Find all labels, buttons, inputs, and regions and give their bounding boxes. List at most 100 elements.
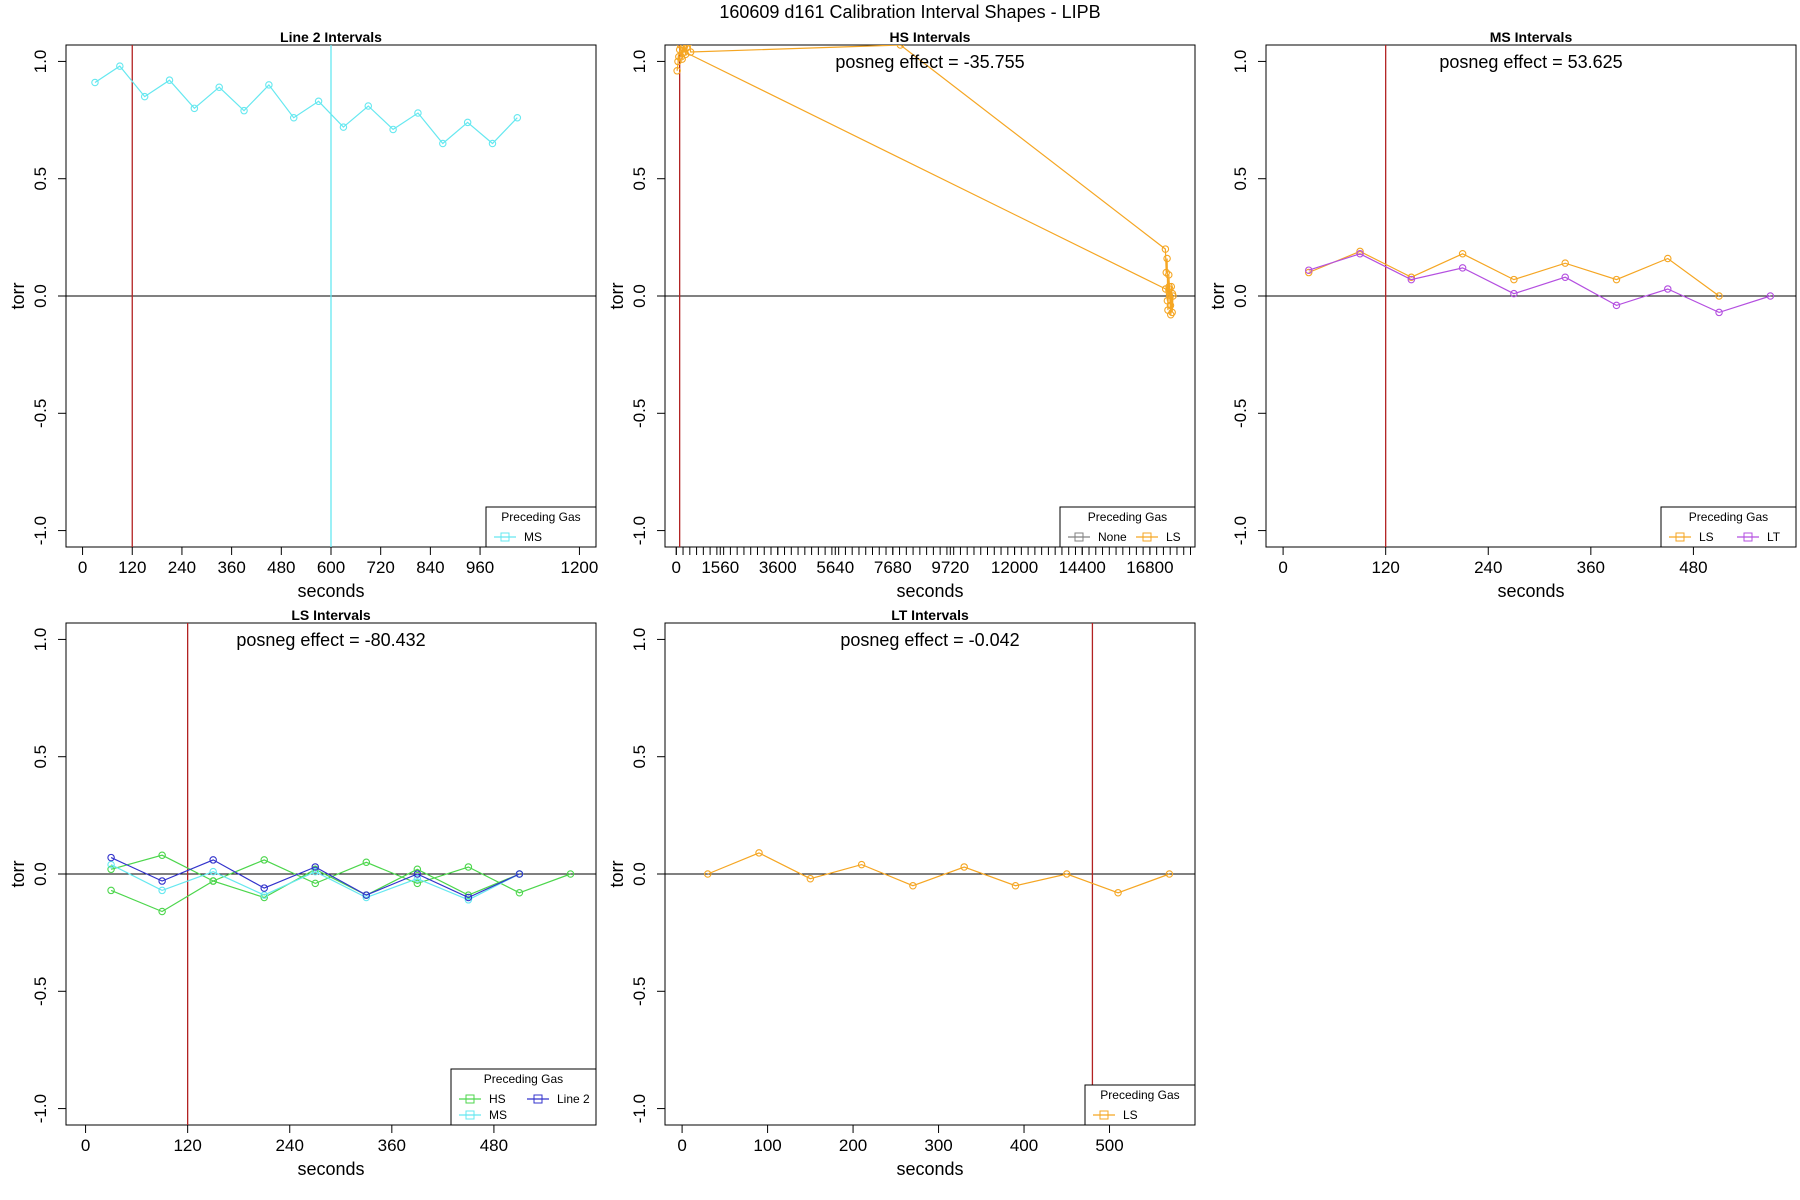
figure-title: 160609 d161 Calibration Interval Shapes …: [719, 2, 1100, 22]
data-point: [680, 48, 689, 56]
x-tick-label: 12000: [991, 558, 1038, 577]
series-line: [707, 852, 1170, 894]
data-point: [488, 139, 497, 148]
data-point: [158, 886, 166, 895]
legend: Preceding Gas LS: [1084, 1084, 1196, 1126]
legend-swatch-marker: [1675, 532, 1685, 542]
data-point: [566, 870, 575, 878]
data-point: [289, 113, 298, 122]
legend-entry: Line 2: [557, 1092, 590, 1106]
y-tick-label: 0.0: [1231, 284, 1250, 308]
y-tick-label: 0.0: [31, 284, 50, 308]
legend: Preceding Gas LS LT: [1660, 506, 1797, 548]
x-tick-label: 600: [317, 558, 345, 577]
x-tick-label: 300: [924, 1136, 952, 1155]
plot-area: [1266, 45, 1796, 547]
data-point: [1664, 254, 1672, 263]
data-point: [1165, 870, 1174, 878]
legend-box: [1084, 1084, 1196, 1126]
panel-3: MS Intervals 0 120 240 360 480 -1.0 -0.5 0.0 0.5 1…: [1208, 29, 1797, 601]
data-point: [314, 97, 323, 106]
data-point: [209, 867, 217, 876]
x-tick-label: 120: [118, 558, 146, 577]
y-tick-label: 0.5: [630, 167, 649, 191]
x-tick-label: 7680: [874, 558, 912, 577]
data-point: [413, 879, 422, 888]
data-point: [311, 863, 320, 871]
data-point: [311, 879, 320, 888]
data-point: [1510, 289, 1518, 298]
data-point: [1165, 282, 1173, 291]
legend-swatch-marker: [1142, 532, 1152, 542]
x-tick-label: 1560: [701, 558, 739, 577]
data-point: [806, 874, 815, 883]
posneg-annotation: posneg effect = -35.755: [835, 52, 1024, 72]
data-point: [265, 81, 273, 89]
series-line: [1308, 253, 1771, 314]
legend-box: [450, 1068, 597, 1126]
series-line: [110, 854, 571, 894]
data-point: [676, 45, 685, 49]
data-point: [1510, 275, 1518, 284]
data-point: [1163, 296, 1172, 305]
data-point: [215, 83, 223, 91]
data-point: [1561, 259, 1569, 267]
data-point: [857, 860, 866, 869]
data-point: [1304, 266, 1313, 274]
x-tick-label: 480: [1679, 558, 1707, 577]
data-point: [107, 886, 115, 895]
y-tick-label: 0.5: [1231, 167, 1250, 191]
data-point: [240, 106, 248, 115]
x-tick-label: 360: [1577, 558, 1605, 577]
data-point: [703, 870, 712, 878]
x-axis-label: seconds: [1497, 581, 1564, 601]
y-tick-label: 0.5: [31, 745, 50, 769]
data-point: [311, 867, 320, 876]
x-tick-label: 1200: [561, 558, 599, 577]
x-tick-label: 0: [81, 1136, 90, 1155]
data-point: [1011, 881, 1020, 890]
x-tick-label: 0: [672, 558, 681, 577]
y-tick-label: -1.0: [630, 516, 649, 545]
data-point: [673, 67, 681, 75]
x-tick-label: 240: [1474, 558, 1502, 577]
data-point: [1561, 273, 1569, 281]
series-line: [110, 868, 520, 913]
legend: Preceding Gas None LS: [1059, 506, 1196, 548]
data-point: [413, 870, 422, 878]
y-tick-label: 0.0: [31, 862, 50, 886]
data-point: [414, 109, 422, 117]
data-point: [1458, 264, 1467, 272]
legend-swatch-marker: [465, 1094, 475, 1104]
legend: Preceding Gas HS Line 2 MS: [450, 1068, 597, 1126]
posneg-annotation: posneg effect = 53.625: [1439, 52, 1622, 72]
data-point: [1715, 292, 1723, 300]
panel-title: MS Intervals: [1490, 29, 1573, 45]
x-tick-label: 0: [78, 558, 87, 577]
legend-entry: LS: [1699, 530, 1714, 544]
data-point: [107, 853, 115, 862]
legend-swatch-marker: [1743, 532, 1753, 542]
legend-entry: MS: [489, 1108, 507, 1122]
data-point: [260, 891, 268, 899]
y-tick-label: 1.0: [31, 50, 50, 74]
data-point: [1766, 292, 1775, 300]
y-tick-label: -0.5: [31, 399, 50, 428]
data-point: [464, 896, 473, 904]
data-point: [1161, 245, 1170, 253]
data-point: [362, 893, 371, 902]
panel-title: LS Intervals: [291, 607, 371, 623]
data-point: [260, 893, 268, 902]
data-point: [1162, 268, 1170, 277]
data-point: [1168, 289, 1177, 298]
x-tick-label: 360: [378, 1136, 406, 1155]
legend-entry: LS: [1166, 530, 1181, 544]
series-line: [676, 45, 1174, 313]
y-tick-label: -0.5: [630, 399, 649, 428]
data-point: [1356, 247, 1364, 256]
y-tick-label: 1.0: [630, 50, 649, 74]
x-tick-label: 400: [1010, 1136, 1038, 1155]
y-tick-label: 0.0: [630, 862, 649, 886]
data-point: [464, 891, 473, 899]
